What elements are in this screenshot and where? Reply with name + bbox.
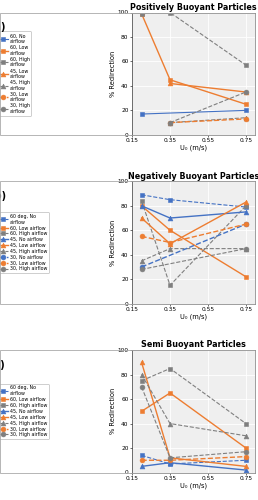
Title: Positively Buoyant Particles: Positively Buoyant Particles	[131, 2, 257, 12]
Legend: 60 deg, No
airflow, 60, Low airflow, 60, High airflow, 45, No airflow, 45, Low a: 60 deg, No airflow, 60, Low airflow, 60,…	[0, 212, 49, 273]
Y-axis label: % Redirection: % Redirection	[110, 388, 116, 434]
Title: Semi Buoyant Particles: Semi Buoyant Particles	[141, 340, 246, 349]
Text: (c): (c)	[0, 360, 4, 370]
Y-axis label: % Redirection: % Redirection	[110, 50, 116, 97]
Y-axis label: % Redirection: % Redirection	[110, 220, 116, 266]
X-axis label: U₀ (m/s): U₀ (m/s)	[180, 482, 207, 489]
Title: Negatively Buoyant Particles: Negatively Buoyant Particles	[128, 172, 258, 180]
X-axis label: U₀ (m/s): U₀ (m/s)	[180, 144, 207, 151]
Legend: 60 deg, No
airflow, 60, Low airflow, 60, High airflow, 45, No airflow, 45, Low a: 60 deg, No airflow, 60, Low airflow, 60,…	[0, 384, 49, 439]
Text: (b): (b)	[0, 191, 6, 201]
Legend: 60, No
airflow, 60, Low
airflow, 60, High
airflow, 45, Low
airflow, 45, High
air: 60, No airflow, 60, Low airflow, 60, Hig…	[0, 32, 31, 116]
X-axis label: U₀ (m/s): U₀ (m/s)	[180, 314, 207, 320]
Text: (a): (a)	[0, 22, 5, 32]
